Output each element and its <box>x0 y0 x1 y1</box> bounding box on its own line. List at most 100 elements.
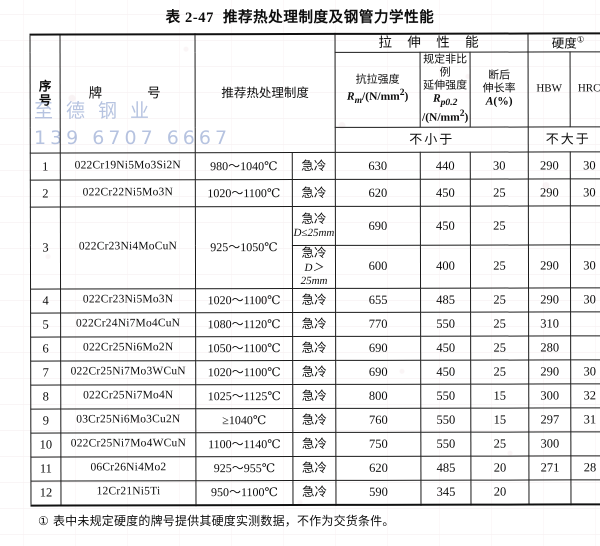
mechanical-properties-table: 序 号 牌 号 推荐热处理制度 拉 伸 性 能 硬度① 抗拉强度 Rm/(N/m… <box>29 32 600 507</box>
cell-tensile-strength: 620 <box>335 179 421 207</box>
header-not-greater-than: 不大于 <box>528 126 600 152</box>
header-proof-strength-label-2: 延伸强度 <box>423 79 468 92</box>
table-row: 5 022Cr24Ni7Mo4CuN 1080～1120℃ 急冷 770 550… <box>30 311 600 337</box>
cell-temperature: 980～1040℃ <box>195 152 293 180</box>
header-hbw: HBW <box>528 51 571 127</box>
cell-proof-strength: 400 <box>420 245 471 288</box>
header-row-groups: 序 号 牌 号 推荐热处理制度 拉 伸 性 能 硬度① <box>30 33 600 153</box>
cell-proof-strength: 550 <box>420 431 471 456</box>
cell-proof-strength: 550 <box>420 407 471 432</box>
cell-seq: 3 <box>30 206 61 289</box>
table-number: 表 2-47 <box>165 10 214 26</box>
cell-hrc: 30 <box>570 244 600 288</box>
cell-elongation: 25 <box>470 244 529 288</box>
table-footnote: ① 表中未规定硬度的牌号提供其硬度实测数据，不作为交货条件。 <box>38 512 578 529</box>
table-row: 2 022Cr22Ni5Mo3N 1020～1100℃ 急冷 620 450 2… <box>30 178 600 207</box>
header-grade: 牌 号 <box>60 34 196 153</box>
cell-proof-strength: 485 <box>420 455 471 480</box>
cell-hbw: 290 <box>528 359 571 384</box>
cell-tensile-strength: 800 <box>335 383 421 409</box>
cell-hrc: 31 <box>570 407 600 432</box>
cell-proof-strength: 440 <box>420 152 471 180</box>
table-head: 序 号 牌 号 推荐热处理制度 拉 伸 性 能 硬度① 抗拉强度 Rm/(N/m… <box>30 33 600 153</box>
header-elongation-symbol: A(%) <box>485 95 513 108</box>
cell-seq: 9 <box>30 408 61 433</box>
cell-hbw: 290 <box>528 244 571 288</box>
header-seq-char-2: 号 <box>38 93 52 108</box>
cell-tensile-strength: 590 <box>335 479 422 505</box>
header-seq: 序 号 <box>30 34 61 153</box>
cell-elongation: 25 <box>470 311 529 336</box>
cell-cooling: 急冷 D＞25mm <box>292 245 336 289</box>
cell-hrc <box>570 311 600 336</box>
header-proof-strength-unit: /(N/mm2) <box>422 108 469 125</box>
cell-elongation: 25 <box>470 335 529 360</box>
cell-cooling-label: 急冷 <box>301 211 327 226</box>
cell-elongation: 20 <box>470 455 529 480</box>
cell-hbw <box>528 479 572 505</box>
cell-elongation: 15 <box>470 383 529 408</box>
cell-grade: 12Cr21Ni5Ti <box>60 480 196 506</box>
cell-hrc <box>570 205 600 245</box>
header-proof-strength-symbol: Rp0.2 <box>432 92 458 108</box>
cell-cooling: 急冷 <box>292 360 336 385</box>
cell-grade: 022Cr22Ni5Mo3N <box>60 179 196 207</box>
table-title: 表 2-47 推荐热处理制度及钢管力学性能 <box>0 6 600 27</box>
cell-grade: 022Cr23Ni5Mo3N <box>60 288 196 313</box>
cell-temperature: 1080～1120℃ <box>195 312 293 337</box>
header-tensile-group: 拉 伸 性 能 <box>335 33 529 53</box>
cell-cooling: 急冷 <box>292 179 336 207</box>
header-heat-treatment: 推荐热处理制度 <box>195 33 336 153</box>
header-elongation-label-1: 断后 <box>488 69 511 82</box>
cell-hbw: 271 <box>528 455 571 480</box>
cell-proof-strength: 450 <box>420 206 471 246</box>
header-tensile-strength-symbol: Rm/(N/mm2) <box>346 86 409 106</box>
cell-cooling: 急冷 <box>292 480 337 505</box>
cell-hrc: 30 <box>570 359 600 384</box>
table-row: 6 022Cr25Ni6Mo2N 1050～1100℃ 急冷 690 450 2… <box>30 335 600 361</box>
cell-grade: 06Cr26Ni4Mo2 <box>60 456 196 481</box>
cell-tensile-strength: 770 <box>335 311 421 337</box>
cell-hrc <box>570 479 600 505</box>
cell-temperature: 925～955℃ <box>195 456 293 481</box>
cell-tensile-strength: 690 <box>335 206 421 246</box>
cell-temperature: 1020～1100℃ <box>195 360 293 385</box>
cell-seq: 11 <box>30 456 61 481</box>
header-proof-strength: 规定非比例 延伸强度 Rp0.2 /(N/mm2) <box>420 52 471 128</box>
table-row: 1 022Cr19Ni5Mo3Si2N 980～1040℃ 急冷 630 440… <box>30 151 600 180</box>
cell-tensile-strength: 600 <box>335 245 421 289</box>
cell-elongation: 20 <box>470 479 530 505</box>
cell-cooling: 急冷 <box>292 288 336 313</box>
cell-hbw: 290 <box>528 151 571 179</box>
cell-seq: 5 <box>30 312 61 337</box>
header-hardness-group: 硬度① <box>528 33 600 52</box>
cell-elongation: 15 <box>470 407 529 432</box>
cell-proof-strength: 345 <box>420 479 472 505</box>
cell-proof-strength: 485 <box>420 287 471 312</box>
cell-seq: 4 <box>30 288 61 313</box>
cell-proof-strength: 450 <box>420 359 471 384</box>
footnote-marker: ① <box>38 514 49 528</box>
cell-hrc: 32 <box>570 383 600 408</box>
cell-hrc <box>570 431 600 456</box>
cell-tensile-strength: 655 <box>335 287 421 313</box>
cell-hrc <box>570 335 600 360</box>
table-row: 11 06Cr26Ni4Mo2 925～955℃ 急冷 620 485 20 2… <box>30 455 600 481</box>
cell-proof-strength: 550 <box>420 311 471 336</box>
cell-cooling: 急冷 <box>292 456 336 481</box>
cell-hbw <box>528 205 571 245</box>
table-container: 序 号 牌 号 推荐热处理制度 拉 伸 性 能 硬度① 抗拉强度 Rm/(N/m… <box>29 32 600 507</box>
cell-hbw: 300 <box>528 431 571 456</box>
cell-proof-strength: 450 <box>420 335 471 360</box>
cell-tensile-strength: 690 <box>335 359 421 385</box>
header-tensile-strength: 抗拉强度 Rm/(N/mm2) <box>335 52 421 128</box>
cell-hrc: 30 <box>570 151 600 179</box>
cell-elongation: 30 <box>470 151 529 180</box>
cell-hbw: 310 <box>528 311 571 336</box>
header-elongation-label-2: 伸长率 <box>482 82 516 95</box>
table-row: 7 022Cr25Ni7Mo3WCuN 1020～1100℃ 急冷 690 45… <box>30 359 600 385</box>
cell-tensile-strength: 620 <box>335 455 421 481</box>
cell-tensile-strength: 760 <box>335 407 421 433</box>
cell-hbw: 290 <box>528 287 571 312</box>
header-tensile-strength-label: 抗拉强度 <box>355 73 400 86</box>
